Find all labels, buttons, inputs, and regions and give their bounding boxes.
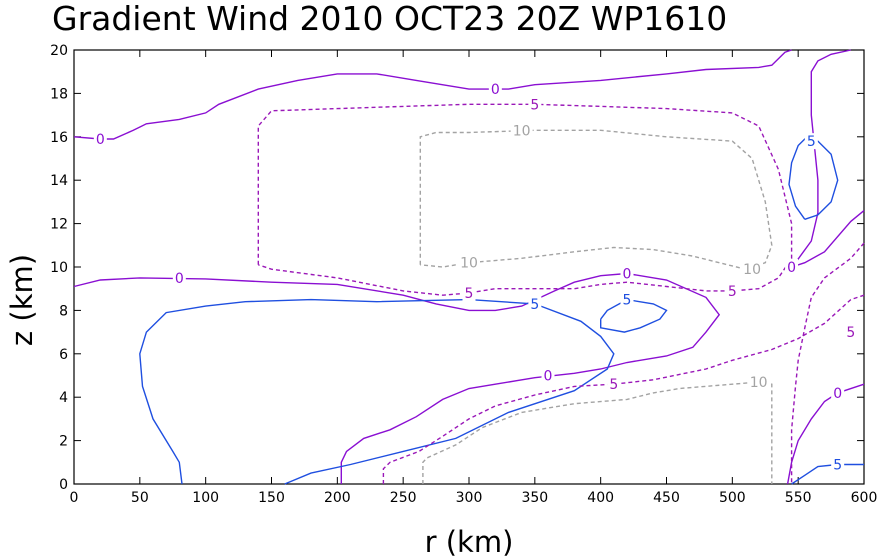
contour-label: 5 (833, 457, 842, 473)
contour-line-negative (257, 103, 793, 296)
contour-label: 0 (544, 369, 553, 385)
contour-label: 0 (623, 267, 632, 283)
contour-line-zero (789, 49, 865, 269)
contour-label: 0 (491, 82, 500, 98)
x-tick-label: 100 (192, 490, 219, 506)
contour-label-bg (831, 384, 845, 401)
contour-labels: 0 0 0 0 0 0 0 5 5 5 5 5 5 5 5 5 10 10 10 10 (93, 81, 858, 473)
contour-label-bg (741, 261, 764, 278)
y-axis-label: z (km) (5, 254, 39, 346)
contour-label: 5 (728, 284, 737, 300)
contour-label: 0 (96, 132, 105, 148)
contour-label: 5 (807, 134, 816, 150)
contour-label: 0 (175, 271, 184, 287)
x-tick-label: 450 (653, 490, 680, 506)
x-tick-label: 600 (851, 490, 878, 506)
y-tick-label: 14 (50, 173, 68, 189)
contour-label-bg (620, 291, 634, 308)
contour-label-bg (510, 122, 533, 139)
contour-label-bg (785, 259, 799, 275)
contour-label-bg (804, 133, 818, 150)
y-tick-label: 2 (59, 434, 68, 450)
contour-label: 5 (530, 97, 539, 113)
x-tick-label: 250 (390, 490, 417, 506)
contour-label-bg (172, 269, 186, 286)
x-tick-label: 50 (131, 490, 149, 506)
y-tick-label: 0 (59, 477, 68, 493)
contour-line-positive (600, 298, 668, 333)
y-tick-label: 6 (59, 347, 68, 363)
contour-line-zero (73, 272, 721, 484)
contour-lines (73, 49, 865, 485)
y-tick-label: 18 (50, 86, 68, 102)
contour-line-negative (382, 294, 865, 484)
y-tick-label: 4 (59, 390, 68, 406)
contour-label-bg (528, 295, 542, 312)
y-tick-label: 8 (59, 303, 68, 319)
x-tick-label: 350 (521, 490, 548, 506)
contour-label: 10 (750, 375, 768, 391)
contour-label-bg (831, 456, 845, 473)
axis-ticks: 0 50 100 150 200 250 300 350 400 450 500 550 6000246… (50, 43, 877, 506)
contour-label: 10 (743, 262, 761, 278)
x-tick-label: 200 (324, 490, 351, 506)
contour-line-zero (786, 383, 865, 485)
contour-label-bg (607, 376, 621, 393)
contour-label-bg (747, 374, 770, 391)
y-tick-label: 10 (50, 260, 68, 276)
x-tick-label: 150 (258, 490, 285, 506)
contour-label: 5 (623, 293, 632, 309)
contour-line-positive (788, 138, 839, 220)
contour-label-bg (844, 324, 858, 341)
contour-label-bg (93, 130, 107, 147)
contour-line-positive (791, 463, 864, 485)
contour-label: 5 (609, 377, 618, 393)
chart-title: Gradient Wind 2010 OCT23 20Z WP1610 (52, 0, 727, 38)
contour-label-bg (620, 265, 634, 282)
x-axis-label: r (km) (425, 525, 514, 559)
contour-label: 5 (465, 286, 474, 302)
contour-label: 10 (513, 123, 531, 139)
contour-label-bg (462, 285, 476, 302)
y-tick-label: 16 (50, 130, 68, 146)
contour-label: 5 (846, 325, 855, 341)
contour-label-bg (725, 282, 739, 299)
contour-line-negative (790, 242, 865, 484)
contour-label: 0 (833, 386, 842, 402)
x-tick-label: 0 (70, 490, 79, 506)
x-tick-label: 550 (785, 490, 812, 506)
x-tick-label: 400 (587, 490, 614, 506)
contour-label-bg (488, 81, 502, 98)
x-tick-label: 300 (456, 490, 483, 506)
x-tick-label: 500 (719, 490, 746, 506)
y-tick-label: 20 (50, 43, 68, 59)
contour-label: 0 (787, 260, 796, 276)
contour-line-strong_negative (419, 129, 773, 270)
contour-label: 10 (460, 256, 478, 272)
contour-line-positive (139, 298, 615, 485)
y-tick-label: 12 (50, 217, 68, 233)
contour-label: 5 (530, 297, 539, 313)
contour-label-bg (458, 254, 480, 271)
contour-label-bg (528, 96, 542, 113)
contour-line-zero (73, 49, 792, 140)
contour-line-strong_negative (422, 381, 773, 484)
contour-label-bg (541, 367, 555, 384)
